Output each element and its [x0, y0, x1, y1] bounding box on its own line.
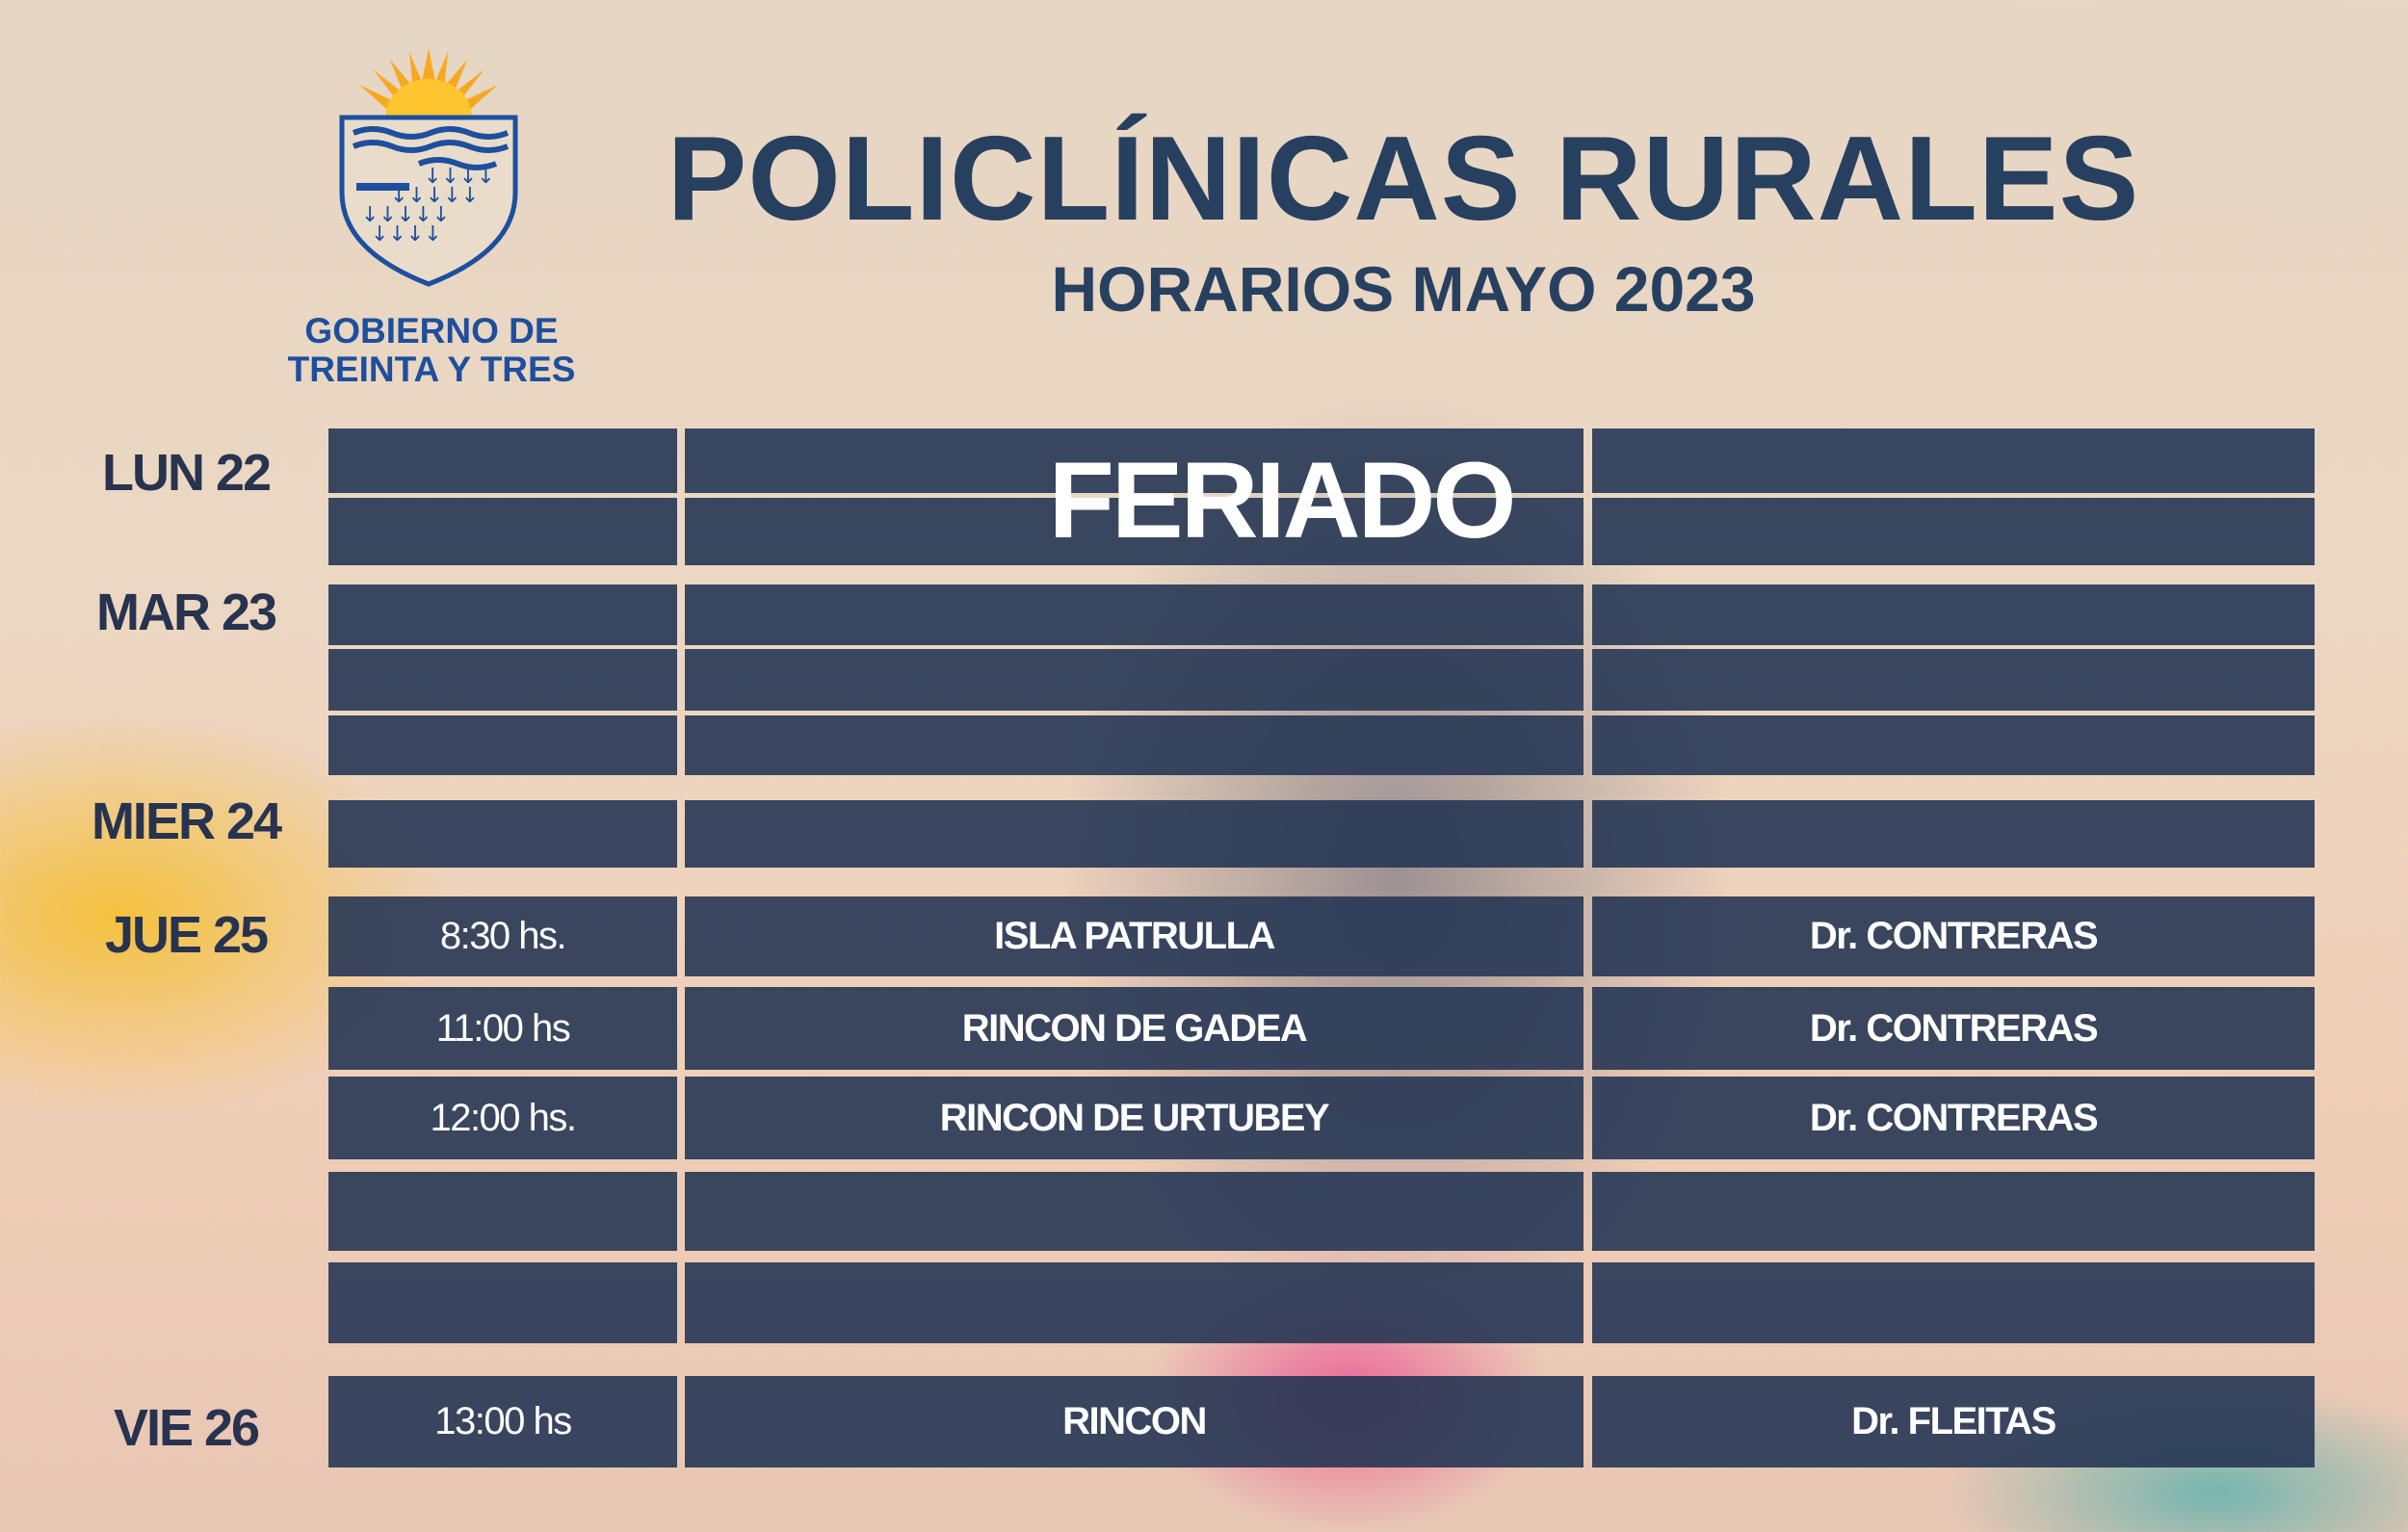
cell-doctor	[1592, 800, 2315, 868]
coat-of-arms-icon: ↓↓↓↓↓↓↓↓↓↓↓↓↓↓↓↓↓↓	[339, 48, 518, 287]
cell-place	[685, 715, 1584, 775]
day-label-lun: LUN 22	[101, 444, 272, 502]
logo-line-1: GOBIERNO DE	[304, 311, 559, 351]
cell-place	[685, 584, 1584, 645]
cell-time: 12:00 hs.	[328, 1077, 677, 1159]
cell-place	[685, 649, 1584, 711]
cell-time: 13:00 hs	[328, 1376, 677, 1467]
svg-text:↓↓↓↓: ↓↓↓↓	[424, 165, 495, 189]
svg-text:↓↓↓↓↓: ↓↓↓↓↓	[361, 203, 450, 227]
cell-doctor	[1592, 715, 2315, 775]
cell-place: RINCON DE GADEA	[685, 987, 1584, 1070]
svg-text:↓↓↓↓↓: ↓↓↓↓↓	[390, 184, 479, 208]
cell-time	[328, 649, 677, 711]
day-label-mar: MAR 23	[95, 584, 277, 641]
cell-time: 11:00 hs	[328, 987, 677, 1070]
cell-place: RINCON DE URTUBEY	[685, 1077, 1584, 1159]
cell-doctor: Dr. FLEITAS	[1592, 1376, 2315, 1467]
cell-time: 8:30 hs.	[328, 896, 677, 976]
logo-line-2: TREINTA Y TRES	[287, 350, 576, 389]
cell-time	[328, 498, 677, 565]
cell-doctor	[1592, 1262, 2315, 1343]
cell-doctor: Dr. CONTRERAS	[1592, 896, 2315, 976]
cell-place: ISLA PATRULLA	[685, 896, 1584, 976]
day-label-mier: MIER 24	[91, 792, 282, 850]
logo: ↓↓↓↓↓ ↓↓↓↓↓ ↓↓↓↓ ↓↓↓↓	[332, 48, 525, 289]
page-subtitle: HORARIOS MAYO 2023	[1051, 253, 1756, 325]
cell-place	[685, 428, 1584, 493]
cell-time	[328, 1262, 677, 1343]
cell-doctor: Dr. CONTRERAS	[1592, 987, 2315, 1070]
cell-doctor	[1592, 1172, 2315, 1251]
day-label-jue: JUE 25	[104, 906, 269, 964]
cell-place	[685, 498, 1584, 565]
cell-doctor	[1592, 428, 2315, 493]
cell-time	[328, 584, 677, 645]
cell-doctor: Dr. CONTRERAS	[1592, 1077, 2315, 1159]
cell-time	[328, 715, 677, 775]
cell-doctor	[1592, 649, 2315, 711]
cell-place	[685, 1262, 1584, 1343]
cell-doctor	[1592, 498, 2315, 565]
holiday-label: FERIADO	[1048, 440, 1517, 560]
cell-place	[685, 1172, 1584, 1251]
cell-place: RINCON	[685, 1376, 1584, 1467]
cell-time	[328, 428, 677, 493]
cell-time	[328, 800, 677, 868]
cell-place	[685, 800, 1584, 868]
page-title: POLICLÍNICAS RURALES	[667, 113, 2140, 246]
cell-doctor	[1592, 584, 2315, 645]
day-label-vie: VIE 26	[113, 1399, 260, 1457]
svg-text:↓↓↓↓: ↓↓↓↓	[371, 222, 442, 247]
cell-time	[328, 1172, 677, 1251]
